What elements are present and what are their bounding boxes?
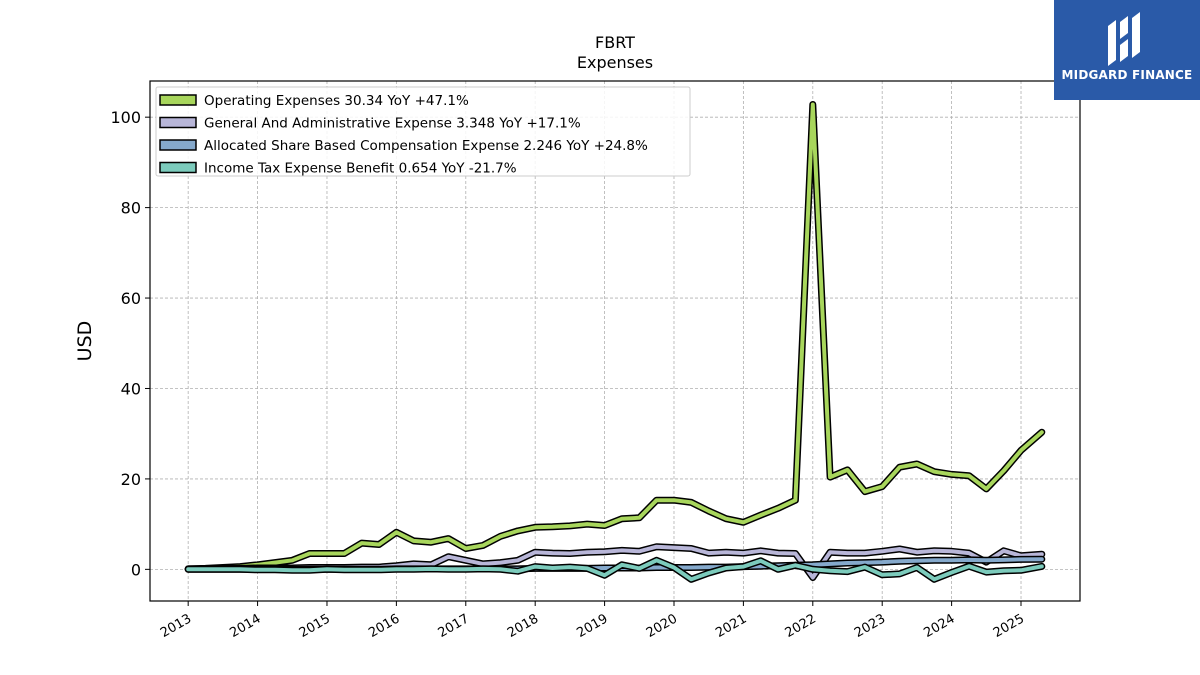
series-line — [186, 558, 1044, 582]
y-tick-label: 20 — [121, 470, 141, 489]
y-tick-label: 100 — [110, 108, 141, 127]
legend: Operating Expenses 30.34 YoY +47.1% Gener… — [155, 86, 691, 177]
series-line — [186, 102, 1044, 571]
logo-mark-icon — [1108, 12, 1140, 66]
y-axis-ticks: 0 20 40 60 80 100 — [110, 108, 150, 579]
chart-subtitle: Expenses — [577, 53, 653, 72]
legend-entry: General And Administrative Expense 3.348… — [204, 116, 581, 132]
legend-entry: Operating Expenses 30.34 YoY +47.1% — [204, 93, 469, 109]
series-1 — [184, 101, 1046, 573]
series-4 — [184, 556, 1046, 583]
series-lines — [184, 101, 1046, 583]
legend-entry: Income Tax Expense Benefit 0.654 YoY -21… — [204, 161, 517, 177]
legend-swatch — [159, 116, 197, 129]
y-tick-label: 80 — [121, 199, 141, 218]
y-axis-label: USD — [74, 321, 96, 362]
legend-swatch — [159, 161, 197, 174]
legend-swatch — [159, 139, 197, 151]
y-tick-label: 60 — [121, 289, 141, 308]
legend-box — [155, 86, 691, 177]
plot-area-frame — [149, 80, 1081, 602]
legend-entry: Allocated Share Based Compensation Expen… — [204, 138, 648, 154]
legend-swatch — [159, 94, 197, 106]
y-tick-label: 40 — [121, 379, 141, 398]
brand-logo: MIDGARD FINANCE — [1054, 0, 1200, 100]
y-tick-label: 0 — [131, 560, 141, 579]
brand-name: MIDGARD FINANCE — [1061, 68, 1193, 82]
chart-title: FBRT — [595, 33, 635, 52]
